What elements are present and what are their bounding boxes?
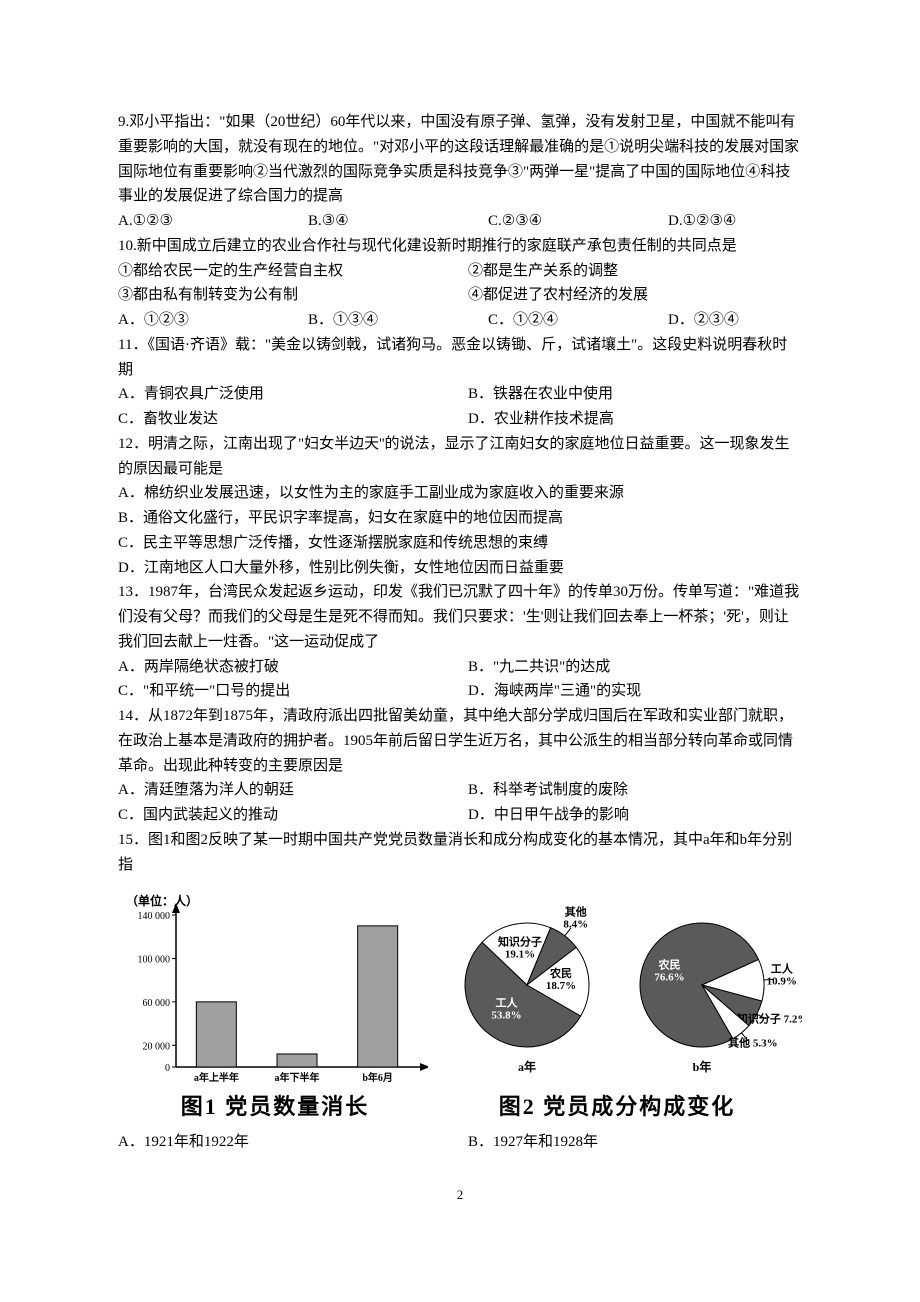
svg-text:知识分子: 知识分子 — [497, 935, 542, 949]
q14-options-2: C．国内武装起义的推动 D．中日甲午战争的影响 — [118, 803, 802, 828]
q14-text: 14．从1872年到1875年，清政府派出四批留美幼童，其中绝大部分学成归国后在… — [118, 704, 802, 778]
q10-opt-a: A．①②③ — [118, 308, 308, 333]
svg-text:a年上半年: a年上半年 — [194, 1071, 239, 1084]
q11-opt-c: C．畜牧业发达 — [118, 407, 468, 432]
q11-opt-a: A．青铜农具广泛使用 — [118, 382, 468, 407]
q13-opt-c: C．"和平统一"口号的提出 — [118, 679, 468, 704]
q11-options-2: C．畜牧业发达 D．农业耕作技术提高 — [118, 407, 802, 432]
q13-opt-d: D．海峡两岸"三通"的实现 — [468, 679, 802, 704]
q10-s3: ③都由私有制转变为公有制 — [118, 283, 468, 308]
svg-text:工人: 工人 — [496, 996, 519, 1010]
q9-opt-d: D.①②③④ — [668, 209, 798, 234]
svg-text:8.4%: 8.4% — [563, 919, 588, 931]
q12-opt-d: D．江南地区人口大量外移，性别比例失衡，女性地位因而日益重要 — [118, 556, 802, 581]
q13-text: 13．1987年，台湾民众发起返乡运动，印发《我们已沉默了四十年》的传单30万份… — [118, 580, 802, 654]
q10-text: 10.新中国成立后建立的农业合作社与现代化建设新时期推行的家庭联产承包责任制的共… — [118, 234, 802, 259]
q12-opt-a: A．棉纺织业发展迅速，以女性为主的家庭手工副业成为家庭收入的重要来源 — [118, 481, 802, 506]
chart2-pies: 工人53.8%知识分子19.1%其他8.4%农民18.7%a年农民76.6%工人… — [432, 887, 802, 1087]
page-number: 2 — [118, 1184, 802, 1205]
svg-text:100 000: 100 000 — [138, 955, 171, 966]
q15-options: A．1921年和1922年 B．1927年和1928年 — [118, 1130, 802, 1155]
q10-opt-b: B．①③④ — [308, 308, 488, 333]
q10-s1: ①都给农民一定的生产经营自主权 — [118, 259, 468, 284]
q9-options: A.①②③ B.③④ C.②③④ D.①②③④ — [118, 209, 802, 234]
q10-statements-2: ③都由私有制转变为公有制 ④都促进了农村经济的发展 — [118, 283, 802, 308]
svg-text:53.8%: 53.8% — [491, 1010, 521, 1022]
svg-text:b年6月: b年6月 — [362, 1071, 393, 1084]
q12-text: 12．明清之际，江南出现了"妇女半边天''的说法，显示了江南妇女的家庭地位日益重… — [118, 432, 802, 482]
page-container: 9.邓小平指出："如果（20世纪）60年代以来，中国没有原子弹、氢弹，没有发射卫… — [0, 0, 920, 1246]
q13-opt-b: B．"九二共识"的达成 — [468, 655, 802, 680]
q11-opt-d: D．农业耕作技术提高 — [468, 407, 802, 432]
svg-text:10.9%: 10.9% — [767, 976, 797, 988]
chart2-holder: 工人53.8%知识分子19.1%其他8.4%农民18.7%a年农民76.6%工人… — [432, 887, 802, 1125]
q15-text: 15．图1和图2反映了某一时期中国共产党党员数量消长和成分构成变化的基本情况，其… — [118, 828, 802, 878]
q11-options-1: A．青铜农具广泛使用 B．铁器在农业中使用 — [118, 382, 802, 407]
svg-text:（单位：人）: （单位：人） — [126, 893, 198, 908]
q11-opt-b: B．铁器在农业中使用 — [468, 382, 802, 407]
q10-opt-c: C．①②④ — [488, 308, 668, 333]
chart1-caption: 图1 党员数量消长 — [118, 1089, 432, 1125]
q14-options-1: A．清廷堕落为洋人的朝廷 B．科举考试制度的废除 — [118, 778, 802, 803]
chart2-caption: 图2 党员成分构成变化 — [432, 1089, 802, 1125]
q13-opt-a: A．两岸隔绝状态被打破 — [118, 655, 468, 680]
svg-text:其他: 其他 — [565, 905, 587, 919]
svg-text:0: 0 — [165, 1063, 170, 1074]
q15-opt-a: A．1921年和1922年 — [118, 1130, 468, 1155]
svg-text:其他 5.3%: 其他 5.3% — [728, 1036, 778, 1050]
q12-opt-b: B．通俗文化盛行，平民识字率提高，妇女在家庭中的地位因而提高 — [118, 506, 802, 531]
svg-text:a年: a年 — [518, 1059, 536, 1074]
svg-text:b年: b年 — [693, 1059, 712, 1074]
svg-text:a年下半年: a年下半年 — [275, 1071, 320, 1084]
q13-options-2: C．"和平统一"口号的提出 D．海峡两岸"三通"的实现 — [118, 679, 802, 704]
q9-text: 9.邓小平指出："如果（20世纪）60年代以来，中国没有原子弹、氢弹，没有发射卫… — [118, 110, 802, 209]
q13-options-1: A．两岸隔绝状态被打破 B．"九二共识"的达成 — [118, 655, 802, 680]
svg-text:农民: 农民 — [549, 966, 572, 980]
q9-opt-a: A.①②③ — [118, 209, 308, 234]
svg-text:农民: 农民 — [658, 958, 681, 972]
q14-opt-c: C．国内武装起义的推动 — [118, 803, 468, 828]
q14-opt-a: A．清廷堕落为洋人的朝廷 — [118, 778, 468, 803]
charts-container: （单位：人） 0 20 000 60 000 100 000 140 000 a年上半年 a年… — [118, 887, 802, 1125]
svg-text:60 000: 60 000 — [143, 998, 171, 1009]
q15-opt-b: B．1927年和1928年 — [468, 1130, 802, 1155]
q10-s4: ④都促进了农村经济的发展 — [468, 283, 802, 308]
q10-s2: ②都是生产关系的调整 — [468, 259, 802, 284]
q11-text: 11．《国语·齐语》载："美金以铸剑戟，试诸狗马。恶金以铸锄、斤，试诸壤土"。这… — [118, 333, 802, 383]
svg-text:20 000: 20 000 — [143, 1042, 171, 1053]
svg-text:19.1%: 19.1% — [505, 949, 535, 961]
svg-text:140 000: 140 000 — [138, 911, 171, 922]
q9-opt-b: B.③④ — [308, 209, 488, 234]
q14-opt-d: D．中日甲午战争的影响 — [468, 803, 802, 828]
q10-statements-1: ①都给农民一定的生产经营自主权 ②都是生产关系的调整 — [118, 259, 802, 284]
svg-text:18.7%: 18.7% — [546, 980, 576, 992]
q10-options: A．①②③ B．①③④ C．①②④ D．②③④ — [118, 308, 802, 333]
chart1-bar: （单位：人） 0 20 000 60 000 100 000 140 000 a年上半年 a年… — [118, 887, 428, 1087]
q10-opt-d: D．②③④ — [668, 308, 798, 333]
q9-opt-c: C.②③④ — [488, 209, 668, 234]
chart1-holder: （单位：人） 0 20 000 60 000 100 000 140 000 a年上半年 a年… — [118, 887, 432, 1125]
svg-text:工人: 工人 — [771, 962, 794, 976]
q12-opt-c: C．民主平等思想广泛传播，女性逐渐摆脱家庭和传统思想的束缚 — [118, 531, 802, 556]
svg-text:76.6%: 76.6% — [654, 972, 684, 984]
q14-opt-b: B．科举考试制度的废除 — [468, 778, 802, 803]
